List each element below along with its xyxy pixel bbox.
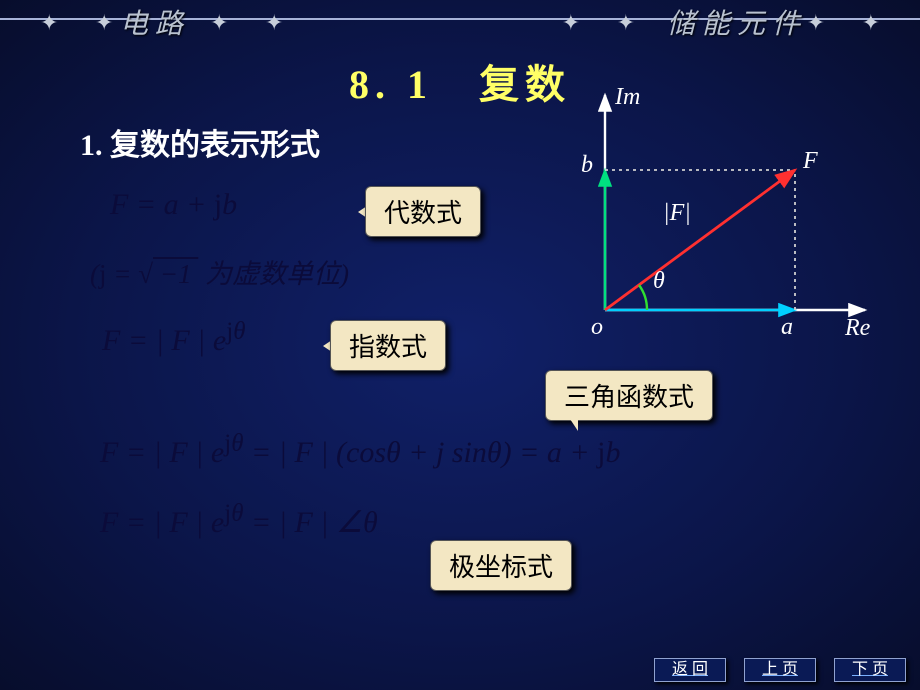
prev-page-button[interactable]: 上 页 — [744, 658, 816, 682]
label-magnitude: |F| — [663, 200, 691, 226]
deco-icon: ✦ — [862, 10, 880, 36]
header-left-title: 电 路 — [120, 2, 183, 42]
formula-polar: F = | F | ejθ = | F | ∠θ — [100, 500, 378, 540]
header-bar: ✦ ✦ 电 路 ✦ ✦ ✦ ✦ 储 能 元 件 ✦ ✦ — [0, 0, 920, 40]
label-F: F — [802, 148, 818, 174]
deco-icon: ✦ — [210, 10, 228, 36]
back-button[interactable]: 返 回 — [654, 658, 726, 682]
section-subtitle: 1. 复数的表示形式 — [80, 120, 320, 164]
label-a: a — [781, 314, 793, 340]
label-polar: 极坐标式 — [430, 540, 572, 591]
angle-arc — [639, 285, 647, 310]
complex-plane-diagram: Im Re o a b F |F| θ — [545, 80, 895, 360]
vector-F — [605, 170, 795, 310]
origin-label: o — [591, 314, 603, 340]
deco-icon: ✦ — [40, 10, 58, 36]
label-theta: θ — [653, 268, 665, 294]
header-right-title: 储 能 元 件 — [667, 2, 800, 42]
label-exponential: 指数式 — [330, 320, 446, 371]
deco-icon: ✦ — [807, 10, 825, 36]
callout-tail — [562, 407, 578, 431]
axis-label-re: Re — [844, 315, 871, 341]
formula-trigonometric: F = | F | ejθ = | F | (cosθ + j sinθ) = … — [100, 430, 620, 470]
deco-icon: ✦ — [95, 10, 113, 36]
deco-icon: ✦ — [562, 10, 580, 36]
axis-label-im: Im — [614, 84, 640, 110]
formula-algebraic: F = a + jb — [110, 188, 237, 222]
label-b: b — [581, 152, 593, 178]
next-page-button[interactable]: 下 页 — [834, 658, 906, 682]
deco-icon: ✦ — [617, 10, 635, 36]
label-algebraic: 代数式 — [365, 186, 481, 237]
formula-imaginary-unit: (j = √ −1 为虚数单位) — [90, 252, 349, 291]
formula-exponential: F = | F | ejθ — [102, 318, 245, 358]
deco-icon: ✦ — [265, 10, 283, 36]
